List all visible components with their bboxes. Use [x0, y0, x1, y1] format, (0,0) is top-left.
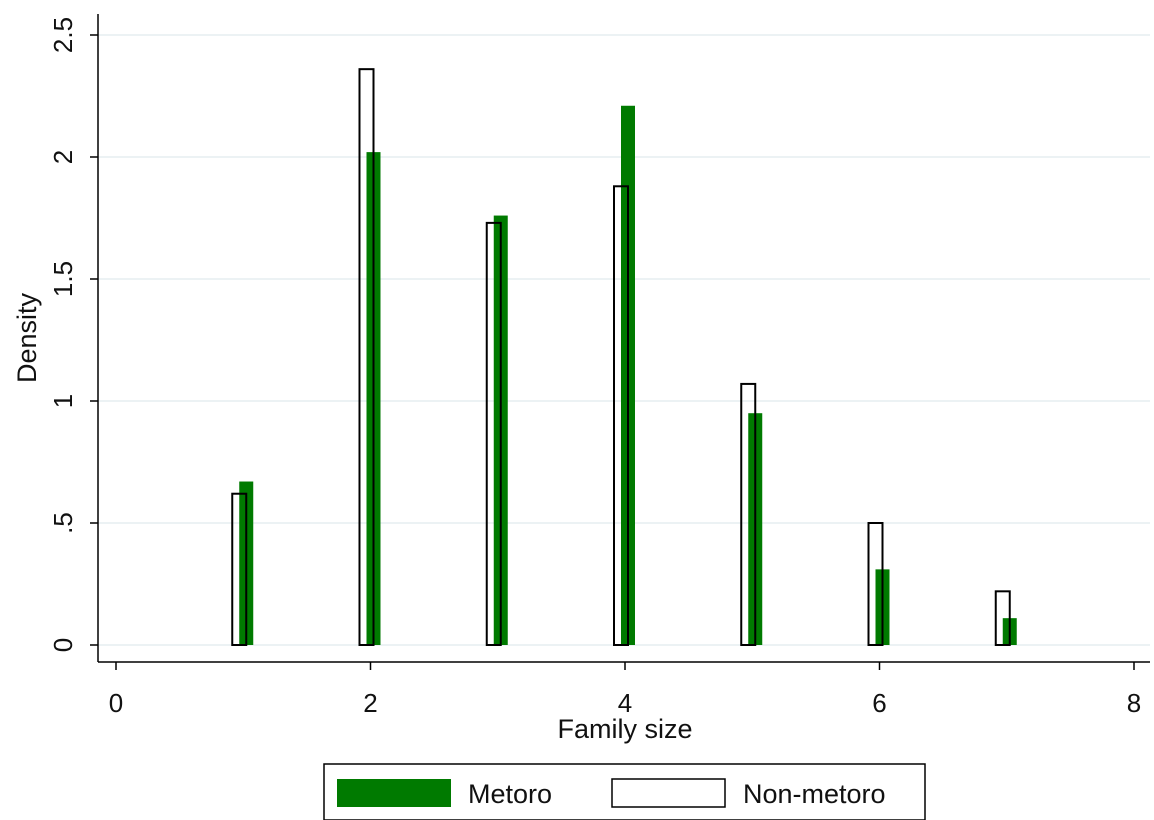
bar-non-metoro [485, 221, 502, 646]
y-tick-label: 2.5 [48, 17, 78, 53]
bar-non-metoro [358, 68, 375, 647]
legend-swatch-metoro [337, 779, 451, 807]
bar-non-metoro [867, 522, 884, 646]
bar-non-metoro [740, 382, 757, 646]
legend-swatch-non-metoro [611, 778, 726, 808]
legend-label-metoro: Metoro [468, 779, 552, 809]
x-tick-label: 4 [618, 688, 632, 718]
x-axis-title: Family size [557, 714, 692, 744]
x-tick-label: 0 [109, 688, 123, 718]
bar-non-metoro [613, 185, 629, 646]
bar-non-metoro [231, 492, 248, 646]
axes [90, 14, 1150, 670]
y-axis-title: Density [12, 292, 42, 383]
legend: Metoro Non-metoro [323, 763, 926, 820]
y-tick-label: .5 [48, 512, 78, 534]
x-tick-label: 8 [1127, 688, 1141, 718]
tick-labels: 0 .5 1 1.5 2 2.5 0 2 4 6 8 [48, 17, 1141, 718]
y-tick-label: 2 [48, 150, 78, 164]
x-tick-label: 6 [872, 688, 886, 718]
x-tick-label: 2 [363, 688, 377, 718]
legend-label-non-metoro: Non-metoro [743, 779, 886, 809]
y-tick-label: 1.5 [48, 261, 78, 297]
bars [231, 68, 1017, 647]
bar-non-metoro [994, 590, 1011, 647]
y-tick-label: 0 [48, 638, 78, 652]
y-tick-label: 1 [48, 394, 78, 408]
